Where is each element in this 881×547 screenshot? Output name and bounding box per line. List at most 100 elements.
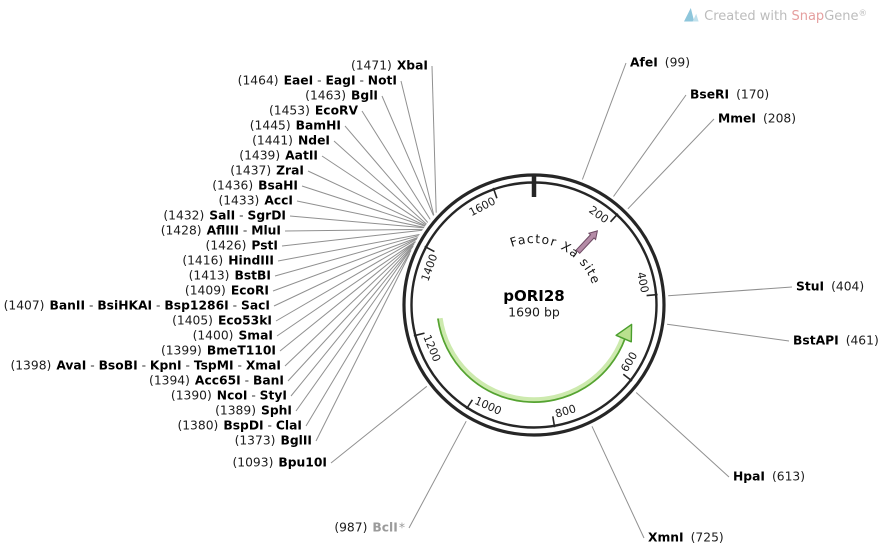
leader-line-EcoRI: [272, 237, 418, 292]
leader-line-AflIII: [284, 228, 423, 232]
enzyme-separator: -: [240, 373, 253, 388]
enzyme-label-BstBI[interactable]: (1413) BstBI: [189, 269, 271, 284]
enzyme-name: BclI: [372, 520, 398, 535]
enzyme-label-SphI[interactable]: (1389) SphI: [215, 404, 292, 419]
enzyme-label-ZraI[interactable]: (1437) ZraI: [230, 164, 304, 179]
enzyme-label-BanII-BsiHKAI-Bsp1286I-SacI[interactable]: (1407) BanII - BsiHKAI - Bsp1286I - SacI: [4, 299, 270, 314]
registered-trademark-mark: ®: [858, 9, 868, 19]
enzyme-names: HindIII: [228, 254, 274, 268]
enzyme-label-AflIII-MluI[interactable]: (1428) AflIII - MluI: [161, 224, 281, 239]
enzyme-label-BsaHI[interactable]: (1436) BsaHI: [212, 179, 298, 194]
enzyme-label-EcoRI[interactable]: (1409) EcoRI: [185, 284, 269, 299]
factor-xa-marker-icon[interactable]: [575, 228, 601, 255]
enzyme-label-XmnI[interactable]: XmnI (725): [648, 531, 724, 546]
enzyme-name: EcoRV: [314, 103, 358, 118]
enzyme-separator: -: [313, 73, 326, 88]
orf-arrow-band[interactable]: [437, 317, 626, 403]
leader-line-BspDI: [305, 250, 412, 427]
enzyme-label-PstI[interactable]: (1426) PstI: [206, 239, 278, 254]
enzyme-position: (170): [736, 87, 770, 102]
enzyme-label-EcoRV[interactable]: (1453) EcoRV: [269, 104, 358, 119]
enzyme-name: MluI: [251, 223, 281, 238]
enzyme-position: (1416): [182, 253, 224, 268]
enzyme-names: XbaI: [397, 59, 428, 73]
leader-line-ZraI: [307, 170, 426, 227]
enzyme-separator: -: [355, 73, 368, 88]
scale-tick-400: [646, 293, 658, 297]
enzyme-label-HindIII[interactable]: (1416) HindIII: [182, 254, 274, 269]
enzyme-name: SmaI: [238, 328, 273, 343]
enzyme-name: BseRI: [690, 87, 730, 102]
enzyme-label-AvaI-BsoBI-KpnI-TspMI-XmaI[interactable]: (1398) AvaI - BsoBI - KpnI - TspMI - XmaI: [10, 359, 281, 374]
enzyme-label-BstAPI[interactable]: BstAPI (461): [793, 334, 879, 349]
enzyme-position: (1390): [170, 388, 212, 403]
enzyme-label-BglI[interactable]: (1463) BglI: [305, 89, 378, 104]
scale-tick-1000: [465, 399, 474, 410]
leader-line-HpaI: [635, 392, 730, 478]
scale-tick-600: [622, 373, 633, 382]
enzyme-label-BseRI[interactable]: BseRI (170): [690, 88, 769, 103]
enzyme-label-EaeI-EagI-NotI[interactable]: (1464) EaeI - EagI - NotI: [238, 74, 397, 89]
enzyme-label-AfeI[interactable]: AfeI (99): [630, 56, 690, 71]
enzyme-names: AatII: [285, 149, 318, 163]
leader-line-NdeI: [333, 140, 427, 225]
enzyme-label-HpaI[interactable]: HpaI (613): [733, 470, 805, 485]
enzyme-name: AfeI: [630, 55, 658, 70]
enzyme-name: BsiHKAI: [97, 298, 153, 313]
enzyme-name: AatII: [285, 148, 318, 163]
enzyme-label-StuI[interactable]: StuI (404): [796, 280, 864, 295]
enzyme-name: StyI: [259, 388, 287, 403]
scale-tick-1600: [492, 187, 498, 199]
enzyme-label-NdeI[interactable]: (1441) NdeI: [252, 134, 330, 149]
leader-line-EcoRV: [361, 110, 431, 220]
enzyme-position: (1426): [205, 238, 247, 253]
enzyme-label-AccI[interactable]: (1433) AccI: [218, 194, 293, 209]
enzyme-label-BspDI-ClaI[interactable]: (1380) BspDI - ClaI: [177, 419, 302, 434]
enzyme-label-Eco53kI[interactable]: (1405) Eco53kI: [172, 314, 272, 329]
enzyme-name: TspMI: [193, 358, 234, 373]
enzyme-name: MmeI: [718, 111, 756, 126]
enzyme-label-SalI-SgrDI[interactable]: (1432) SalI - SgrDI: [163, 209, 286, 224]
enzyme-name: PstI: [251, 238, 278, 253]
enzyme-label-MmeI[interactable]: MmeI (208): [718, 112, 796, 127]
enzyme-position: (1400): [192, 328, 234, 343]
enzyme-names: ZraI: [276, 164, 304, 178]
enzyme-label-SmaI[interactable]: (1400) SmaI: [193, 329, 273, 344]
enzyme-position: (1437): [230, 163, 272, 178]
orf-arrowhead[interactable]: [615, 323, 633, 343]
watermark-brand-gene: Gene: [824, 9, 859, 24]
enzyme-label-BglII[interactable]: (1373) BglII: [235, 434, 312, 449]
enzyme-label-Bpu10I[interactable]: (1093) Bpu10I: [232, 456, 327, 471]
blocked-site-asterisk: *: [398, 520, 405, 535]
enzyme-label-AatII[interactable]: (1439) AatII: [239, 149, 318, 164]
leader-line-SmaI: [276, 240, 416, 337]
leader-line-BamHI: [344, 125, 429, 223]
enzyme-position: (1394): [149, 373, 190, 388]
enzyme-names: XmnI: [648, 531, 684, 545]
enzyme-label-Acc65I-BanI[interactable]: (1394) Acc65I - BanI: [149, 374, 284, 389]
watermark-brand-snap: Snap: [791, 9, 825, 24]
enzyme-label-BclI[interactable]: (987) BclI*: [334, 521, 405, 536]
enzyme-name: BglI: [351, 88, 378, 103]
leader-line-AatII: [321, 155, 427, 226]
enzyme-position: (1407): [3, 298, 45, 313]
enzyme-names: Acc65I - BanI: [195, 374, 284, 388]
enzyme-names: BmeT110I: [207, 344, 276, 358]
enzyme-label-BamHI[interactable]: (1445) BamHI: [250, 119, 341, 134]
enzyme-name: HindIII: [228, 253, 274, 268]
enzyme-label-NcoI-StyI[interactable]: (1390) NcoI - StyI: [171, 389, 287, 404]
enzyme-names: BstAPI: [793, 334, 839, 348]
enzyme-names: BseRI: [690, 88, 729, 102]
enzyme-position: (1463): [305, 88, 347, 103]
scale-tick-1400: [424, 245, 435, 253]
enzyme-position: (404): [831, 279, 865, 294]
enzyme-position: (99): [664, 55, 691, 70]
enzyme-name: EaeI: [283, 73, 314, 88]
watermark-text-prefix: Created with: [704, 9, 792, 24]
scale-tick-1200: [413, 332, 425, 337]
enzyme-label-XbaI[interactable]: (1471) XbaI: [351, 59, 428, 74]
enzyme-label-BmeT110I[interactable]: (1399) BmeT110I: [161, 344, 276, 359]
enzyme-names: SmaI: [238, 329, 273, 343]
